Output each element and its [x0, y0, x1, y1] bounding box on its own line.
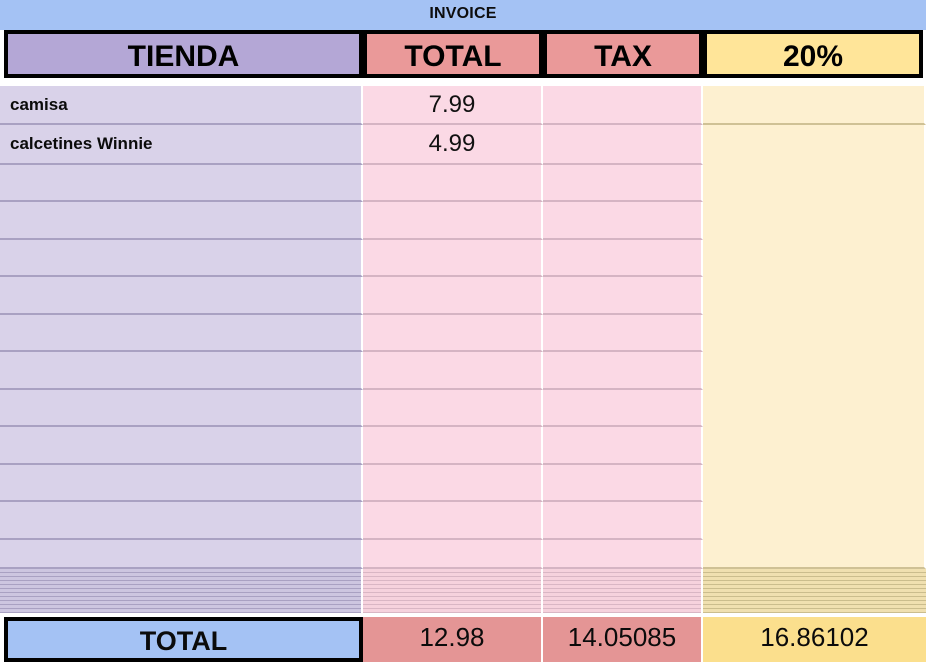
- table-cell-tax-12[interactable]: [543, 540, 703, 569]
- table-cell-total-9[interactable]: [363, 427, 543, 465]
- table-cell-total-6[interactable]: [363, 315, 543, 352]
- table-cell-tax-3[interactable]: [543, 202, 703, 240]
- table-cell-tax-0[interactable]: [543, 86, 703, 125]
- table-cell-tax-4[interactable]: [543, 240, 703, 277]
- collapsed-rows-percent[interactable]: [703, 569, 926, 613]
- collapsed-rows-total[interactable]: [363, 569, 543, 613]
- table-cell-tienda-8[interactable]: [0, 390, 363, 427]
- table-cell-tax-5[interactable]: [543, 277, 703, 315]
- collapsed-rows-tax[interactable]: [543, 569, 703, 613]
- table-cell-total-11[interactable]: [363, 502, 543, 540]
- table-cell-percent-0[interactable]: [703, 86, 926, 125]
- table-cell-total-12[interactable]: [363, 540, 543, 569]
- table-cell-total-8[interactable]: [363, 390, 543, 427]
- table-cell-total-7[interactable]: [363, 352, 543, 390]
- table-cell-total-2[interactable]: [363, 165, 543, 202]
- table-cell-tax-6[interactable]: [543, 315, 703, 352]
- table-cell-total-3[interactable]: [363, 202, 543, 240]
- table-cell-tax-10[interactable]: [543, 465, 703, 502]
- table-cell-total-10[interactable]: [363, 465, 543, 502]
- grid-separator: [541, 569, 543, 613]
- collapsed-rows-tienda[interactable]: [0, 569, 363, 613]
- table-cell-tienda-9[interactable]: [0, 427, 363, 465]
- column-header-percent[interactable]: 20%: [703, 30, 923, 78]
- table-cell-percent-merged[interactable]: [703, 125, 926, 569]
- column-header-tienda[interactable]: TIENDA: [4, 30, 363, 78]
- footer-total-value[interactable]: 12.98: [363, 617, 543, 662]
- table-cell-tienda-4[interactable]: [0, 240, 363, 277]
- table-cell-tienda-1[interactable]: calcetines Winnie: [0, 125, 363, 165]
- grid-separator: [701, 569, 703, 613]
- table-cell-tax-8[interactable]: [543, 390, 703, 427]
- footer-percent-value[interactable]: 16.86102: [703, 617, 926, 662]
- table-cell-total-0[interactable]: 7.99: [363, 86, 543, 125]
- column-header-tax[interactable]: TAX: [543, 30, 703, 78]
- table-cell-tax-11[interactable]: [543, 502, 703, 540]
- table-cell-total-5[interactable]: [363, 277, 543, 315]
- page-title: INVOICE: [429, 5, 497, 22]
- table-cell-tienda-7[interactable]: [0, 352, 363, 390]
- table-cell-tienda-11[interactable]: [0, 502, 363, 540]
- footer-tax-value[interactable]: 14.05085: [543, 617, 703, 662]
- table-cell-tax-2[interactable]: [543, 165, 703, 202]
- table-cell-tienda-5[interactable]: [0, 277, 363, 315]
- table-cell-total-4[interactable]: [363, 240, 543, 277]
- table-cell-tienda-2[interactable]: [0, 165, 363, 202]
- table-cell-tax-9[interactable]: [543, 427, 703, 465]
- table-cell-tienda-3[interactable]: [0, 202, 363, 240]
- column-header-total[interactable]: TOTAL: [363, 30, 543, 78]
- table-cell-tax-1[interactable]: [543, 125, 703, 165]
- footer-total-label[interactable]: TOTAL: [4, 617, 363, 662]
- table-cell-tax-7[interactable]: [543, 352, 703, 390]
- table-cell-tienda-0[interactable]: camisa: [0, 86, 363, 125]
- table-cell-tienda-6[interactable]: [0, 315, 363, 352]
- table-cell-tienda-10[interactable]: [0, 465, 363, 502]
- title-band: [0, 0, 926, 30]
- table-cell-tienda-12[interactable]: [0, 540, 363, 569]
- grid-separator: [361, 569, 363, 613]
- table-cell-total-1[interactable]: 4.99: [363, 125, 543, 165]
